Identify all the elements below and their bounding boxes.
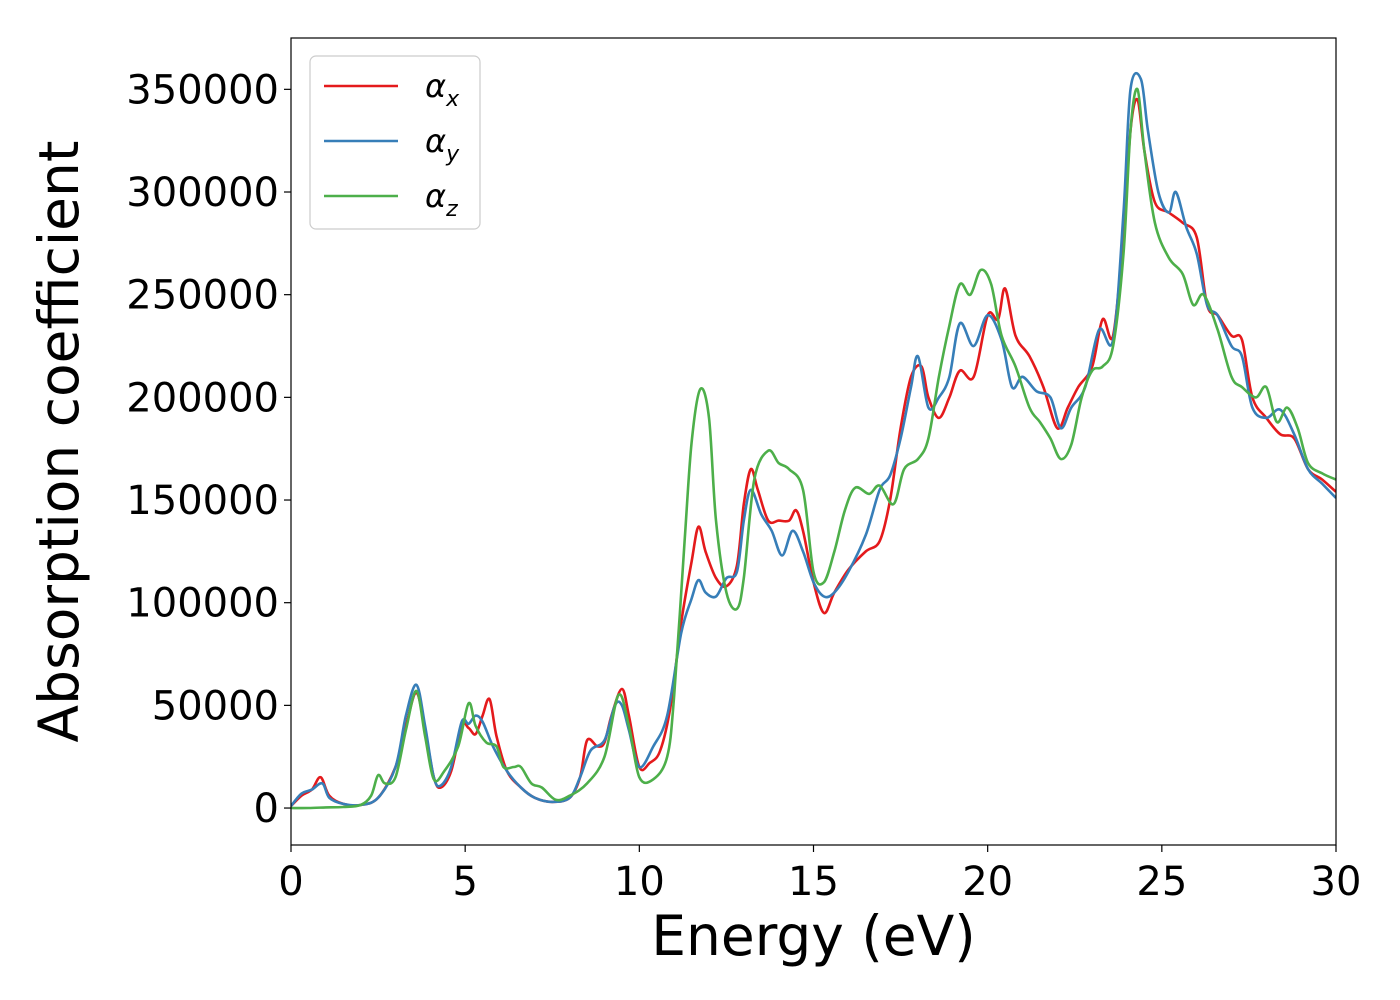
y-tick-label: 100000 <box>126 581 279 627</box>
legend-label-z: αz <box>425 177 458 222</box>
y-tick-label: 300000 <box>126 170 279 216</box>
x-axis-title: Energy (eV) <box>651 904 975 968</box>
legend: αx αy αz <box>309 55 481 230</box>
x-tick-label: 0 <box>278 859 303 905</box>
x-tick-label: 30 <box>1311 859 1362 905</box>
y-tick-label: 150000 <box>126 478 279 524</box>
y-axis-title: Absorption coefficient <box>27 141 91 743</box>
series-line-z <box>291 87 1336 810</box>
x-tick-label: 20 <box>962 859 1013 905</box>
series-line-y <box>291 71 1336 807</box>
series-line-x <box>291 97 1336 807</box>
y-tick-label: 50000 <box>152 683 279 729</box>
x-tick-label: 25 <box>1136 859 1187 905</box>
x-tick-label: 5 <box>452 859 477 905</box>
legend-box <box>309 55 481 230</box>
legend-label-x: αx <box>425 67 460 112</box>
x-tick-label: 10 <box>614 859 665 905</box>
y-tick-label: 350000 <box>126 67 279 113</box>
x-tick-label: 15 <box>788 859 839 905</box>
y-tick-label: 0 <box>254 786 279 832</box>
y-tick-label: 200000 <box>126 375 279 421</box>
ticks-layer: 0 5 10 15 20 25 30 0 50000 100000 150000 200000 2500… <box>126 67 1361 905</box>
y-tick-label: 250000 <box>126 273 279 319</box>
legend-label-y: αy <box>425 122 460 167</box>
series-layer <box>290 37 1337 846</box>
